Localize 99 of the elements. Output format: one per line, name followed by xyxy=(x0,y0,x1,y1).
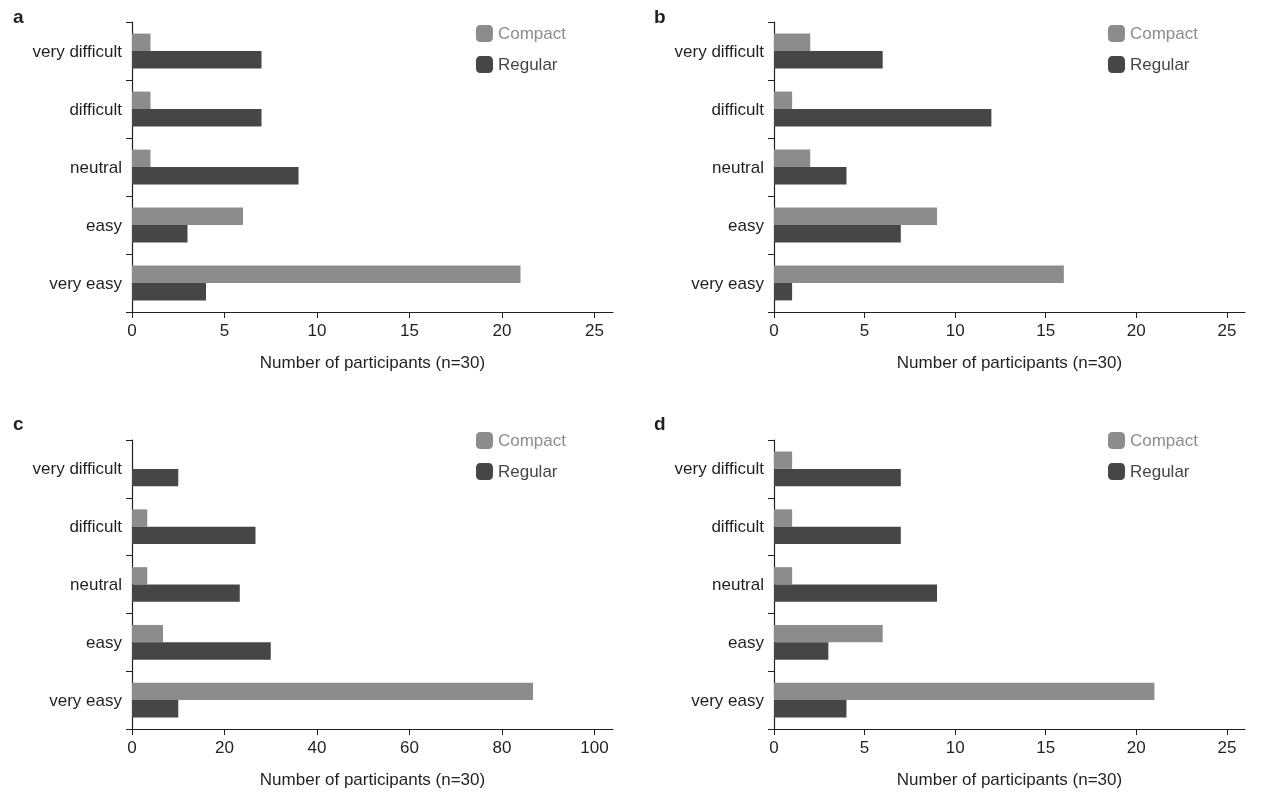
x-axis-title: Number of participants (n=30) xyxy=(259,770,486,789)
bar xyxy=(774,225,901,243)
x-tick-label: 15 xyxy=(400,321,419,340)
bar xyxy=(774,149,811,167)
x-tick-label: 5 xyxy=(859,738,870,757)
x-tick-label: 15 xyxy=(1036,321,1056,340)
chart-title: d xyxy=(654,413,666,434)
bar xyxy=(774,526,901,545)
bar xyxy=(132,283,206,301)
bar xyxy=(774,51,883,69)
x-axis-title: Number of participants (n=30) xyxy=(259,353,486,372)
y-tick-label: very difficult xyxy=(32,459,123,479)
bar xyxy=(774,567,793,585)
legend-label: Regular xyxy=(497,462,558,481)
bar xyxy=(132,207,243,225)
y-tick-label: very difficult xyxy=(32,41,123,61)
bar xyxy=(132,149,151,167)
bar xyxy=(774,109,992,127)
bar xyxy=(132,91,151,109)
y-tick-label: very easy xyxy=(691,690,765,710)
bar xyxy=(132,225,188,243)
bar xyxy=(132,109,262,127)
y-tick-label: difficult xyxy=(711,517,765,537)
x-tick-label: 20 xyxy=(492,321,512,340)
y-tick-label: difficult xyxy=(69,99,123,119)
bar xyxy=(132,33,151,51)
y-tick-label: easy xyxy=(86,215,123,235)
x-tick-label: 25 xyxy=(1217,738,1237,757)
y-tick-label: difficult xyxy=(69,517,123,537)
x-tick-label: 0 xyxy=(769,321,779,340)
bar xyxy=(132,468,179,487)
y-tick-label: easy xyxy=(728,632,765,652)
chart-title: b xyxy=(654,6,666,27)
y-tick-label: neutral xyxy=(70,575,122,594)
legend-label: Compact xyxy=(1129,24,1199,43)
x-tick-label: 25 xyxy=(585,321,604,340)
bar xyxy=(132,167,299,185)
legend-label: Regular xyxy=(1129,55,1190,74)
x-tick-label: 20 xyxy=(1126,321,1146,340)
bar xyxy=(774,642,829,660)
y-tick-label: neutral xyxy=(70,157,122,177)
x-tick-label: 25 xyxy=(1217,321,1237,340)
bar xyxy=(774,468,901,487)
y-tick-label: very difficult xyxy=(674,459,765,479)
bar xyxy=(774,207,938,225)
legend-label: Compact xyxy=(1129,431,1199,450)
bar xyxy=(774,167,847,185)
bar xyxy=(774,33,811,51)
bar xyxy=(132,682,533,701)
x-tick-label: 10 xyxy=(945,321,965,340)
bar xyxy=(774,91,793,109)
legend-label: Compact xyxy=(497,24,567,43)
x-tick-label: 20 xyxy=(215,738,234,757)
bar xyxy=(774,265,1064,283)
bar xyxy=(774,584,938,602)
x-axis-title: Number of participants (n=30) xyxy=(896,770,1123,789)
y-tick-label: neutral xyxy=(712,157,764,177)
bar xyxy=(132,526,256,545)
y-tick-label: neutral xyxy=(712,575,764,594)
x-tick-label: 40 xyxy=(307,738,327,757)
bar xyxy=(132,700,179,718)
legend-label: Regular xyxy=(1129,462,1190,481)
bar xyxy=(132,509,148,527)
x-tick-label: 10 xyxy=(307,321,327,340)
chart-title: c xyxy=(13,413,24,434)
bar xyxy=(132,584,240,602)
bar xyxy=(774,451,793,469)
x-tick-label: 80 xyxy=(492,738,512,757)
x-tick-label: 0 xyxy=(769,738,779,757)
bar xyxy=(774,283,793,301)
x-axis-title: Number of participants (n=30) xyxy=(896,353,1123,372)
x-tick-label: 5 xyxy=(859,321,870,340)
chart-title: a xyxy=(13,6,24,27)
x-tick-label: 5 xyxy=(219,321,230,340)
bar xyxy=(774,700,847,718)
x-tick-label: 60 xyxy=(400,738,419,757)
bar xyxy=(774,624,883,643)
bar xyxy=(132,567,148,585)
bar xyxy=(774,509,793,527)
x-tick-label: 15 xyxy=(1036,738,1056,757)
bar xyxy=(132,624,163,643)
x-tick-label: 20 xyxy=(1126,738,1146,757)
bar xyxy=(132,51,262,69)
y-tick-label: easy xyxy=(86,632,123,652)
x-tick-label: 0 xyxy=(127,321,137,340)
y-tick-label: easy xyxy=(728,215,765,235)
y-tick-label: very easy xyxy=(49,273,123,293)
x-tick-label: 10 xyxy=(945,738,965,757)
x-tick-label: 0 xyxy=(127,738,137,757)
bar xyxy=(132,642,271,660)
y-tick-label: very easy xyxy=(49,690,123,710)
legend-label: Compact xyxy=(497,431,567,450)
y-tick-label: difficult xyxy=(711,99,765,119)
x-tick-label: 100 xyxy=(580,738,609,757)
y-tick-label: very easy xyxy=(691,273,765,293)
bar xyxy=(774,682,1155,701)
bar xyxy=(132,265,521,283)
legend-label: Regular xyxy=(497,55,558,74)
y-tick-label: very difficult xyxy=(674,41,765,61)
